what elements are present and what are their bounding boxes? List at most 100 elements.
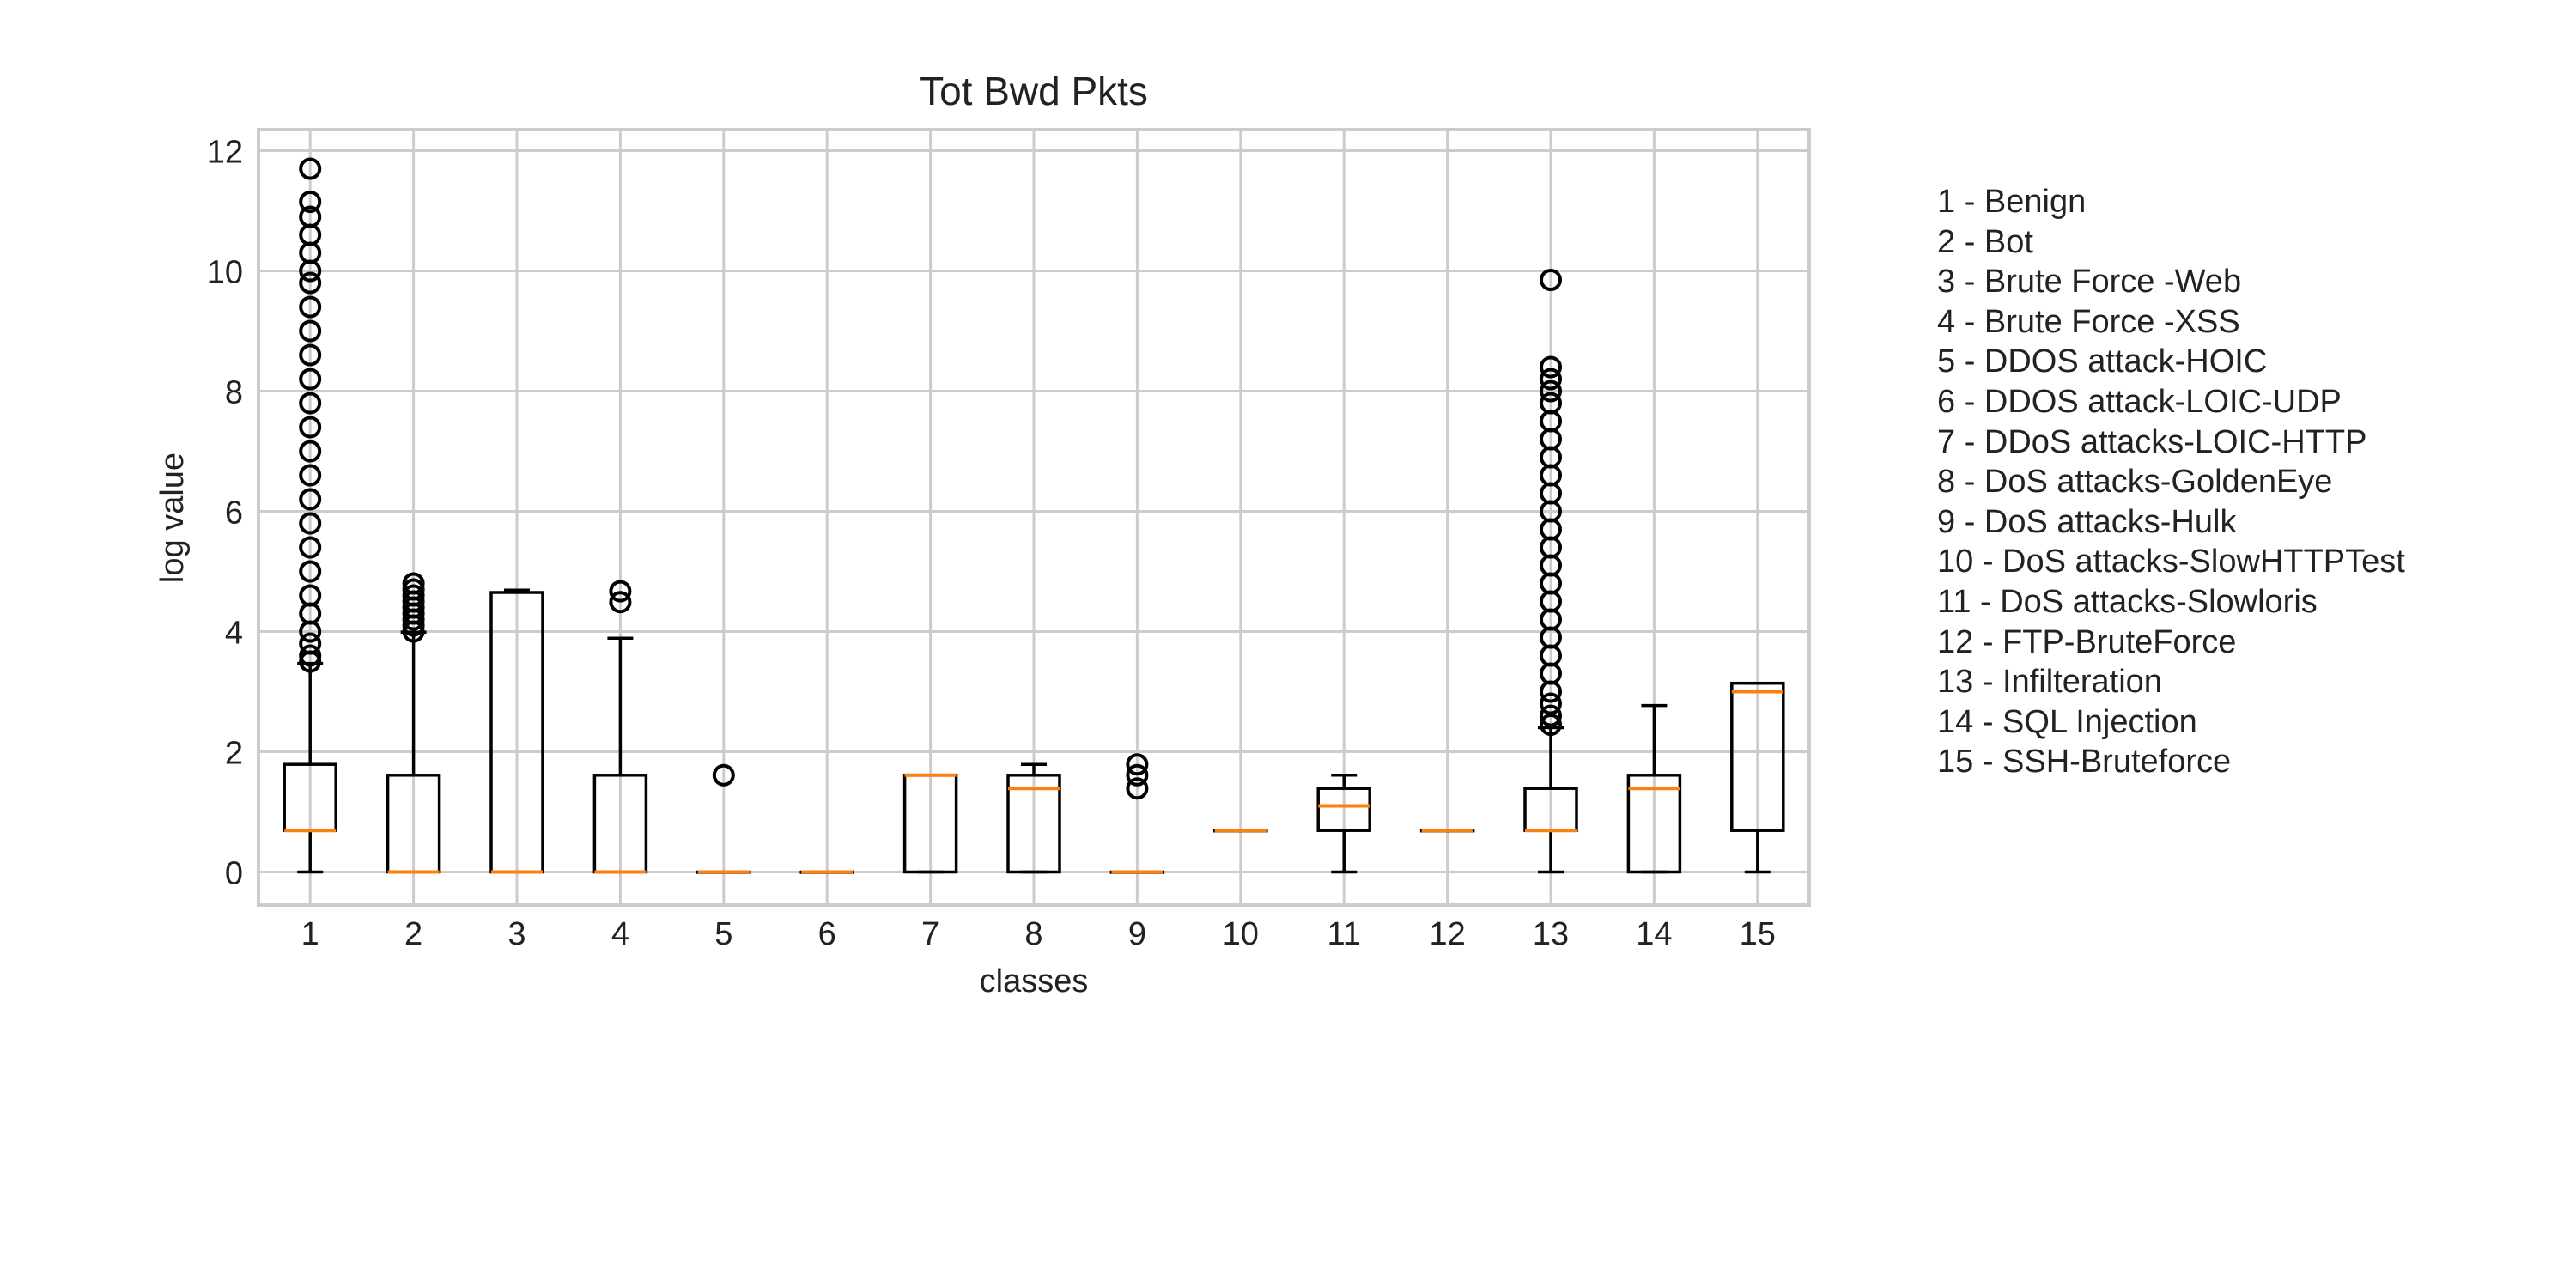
outlier-point (299, 295, 322, 319)
x-axis-label: classes (980, 963, 1089, 999)
y-axis-label: log value (155, 453, 191, 583)
outlier-point (1540, 269, 1562, 291)
x-tick-label: 5 (714, 916, 732, 952)
outlier-point (609, 580, 632, 603)
box-class-5 (696, 763, 751, 874)
legend-item: 8 - DoS attacks-GoldenEye (1937, 464, 2333, 501)
box-class-7 (902, 773, 958, 874)
outlier-point (299, 157, 322, 180)
outlier-point (1540, 704, 1562, 727)
box-class-1 (283, 157, 337, 874)
legend-item: 7 - DDoS attacks-LOIC-HTTP (1937, 423, 2367, 460)
box-class-13 (1523, 269, 1578, 874)
legend-item: 6 - DDOS attack-LOIC-UDP (1937, 383, 2342, 420)
chart-title: Tot Bwd Pkts (920, 69, 1148, 113)
box-class-6 (799, 870, 854, 874)
x-tick-label: 1 (301, 916, 319, 952)
outlier-point (1540, 714, 1562, 736)
box-class-2 (386, 572, 441, 874)
box-class-12 (1419, 829, 1475, 833)
legend-item: 10 - DoS attacks-SlowHTTPTest (1937, 544, 2405, 580)
outlier-point (402, 584, 425, 607)
outlier-point (1540, 355, 1562, 379)
outlier-point (299, 560, 322, 583)
legend-item: 5 - DDOS attack-HOIC (1937, 343, 2268, 380)
legend-item: 11 - DoS attacks-Slowloris (1937, 583, 2318, 620)
box-class-3 (489, 588, 544, 874)
legend-item: 9 - DoS attacks-Hulk (1937, 503, 2237, 540)
box-class-11 (1316, 774, 1371, 874)
x-tick-label: 4 (611, 916, 629, 952)
x-tick-label: 9 (1128, 916, 1146, 952)
outlier-point (299, 271, 322, 295)
outlier-point (1540, 368, 1562, 391)
outlier-point (299, 644, 322, 667)
iqr-box (1316, 787, 1371, 832)
outlier-point (299, 392, 322, 415)
legend-item: 3 - Brute Force -Web (1937, 264, 2242, 301)
outlier-point (609, 591, 632, 614)
outlier-point (1126, 753, 1149, 776)
outlier-point (299, 488, 322, 511)
outlier-point (1126, 777, 1149, 800)
legend-item: 14 - SQL Injection (1937, 703, 2197, 740)
outlier-point (712, 763, 735, 787)
outlier-point (1126, 763, 1149, 787)
outlier-point (299, 191, 322, 213)
outlier-point (299, 416, 322, 439)
y-tick-label: 4 (225, 616, 243, 652)
x-tick-label: 2 (404, 916, 422, 952)
outlier-point (1540, 380, 1562, 403)
boxes-layer (283, 157, 1785, 874)
y-tick-label: 2 (225, 736, 243, 772)
legend-item: 2 - Bot (1937, 223, 2033, 260)
legend-item: 15 - SSH-Bruteforce (1937, 744, 2232, 781)
outlier-point (299, 512, 322, 535)
box-class-15 (1730, 681, 1785, 874)
legend-item: 4 - Brute Force -XSS (1937, 303, 2240, 340)
outlier-point (402, 572, 425, 595)
iqr-box (1730, 681, 1785, 832)
x-tick-label: 8 (1024, 916, 1042, 952)
outlier-point (299, 632, 322, 655)
iqr-box (1626, 774, 1682, 874)
legend-item: 1 - Benign (1937, 184, 2087, 220)
outlier-point (402, 578, 425, 601)
legend-item: 12 - FTP-BruteForce (1937, 623, 2237, 660)
class-legend: 1 - Benign 2 - Bot 3 - Brute Force -Web 4 -… (1937, 182, 2405, 782)
y-tick-label: 12 (207, 135, 243, 171)
outlier-point (299, 319, 322, 343)
outlier-point (299, 440, 322, 463)
y-tick-label: 8 (225, 375, 243, 411)
outlier-point (1540, 392, 1562, 415)
plot-frame (257, 128, 1811, 907)
outlier-point (1540, 692, 1562, 715)
x-tick-label: 10 (1223, 916, 1259, 952)
x-tick-label: 3 (507, 916, 526, 952)
x-tick-label: 7 (921, 916, 939, 952)
box-class-9 (1109, 753, 1165, 874)
outlier-point (299, 368, 322, 391)
x-tick-label: 15 (1740, 916, 1776, 952)
y-tick-label: 10 (207, 255, 243, 291)
outlier-point (299, 536, 322, 559)
x-tick-label: 12 (1429, 916, 1465, 952)
iqr-box (1006, 774, 1061, 874)
x-tick-label: 13 (1533, 916, 1569, 952)
outlier-point (299, 464, 322, 487)
x-tick-labels: 1 2 3 4 5 6 7 8 9 10 11 12 13 14 15 (301, 916, 1776, 952)
x-tick-label: 14 (1636, 916, 1672, 952)
outlier-point (299, 584, 322, 607)
box-class-10 (1213, 829, 1268, 833)
outlier-point (299, 343, 322, 367)
y-tick-label: 0 (225, 856, 243, 892)
legend-item: 13 - Infilteration (1937, 664, 2162, 701)
y-tick-labels: 0 2 4 6 8 10 12 (207, 135, 243, 892)
outlier-point (299, 205, 322, 228)
x-tick-label: 11 (1327, 916, 1360, 952)
box-class-14 (1626, 703, 1682, 874)
y-tick-label: 6 (225, 495, 243, 532)
box-class-8 (1006, 762, 1061, 874)
box-class-4 (592, 580, 648, 874)
